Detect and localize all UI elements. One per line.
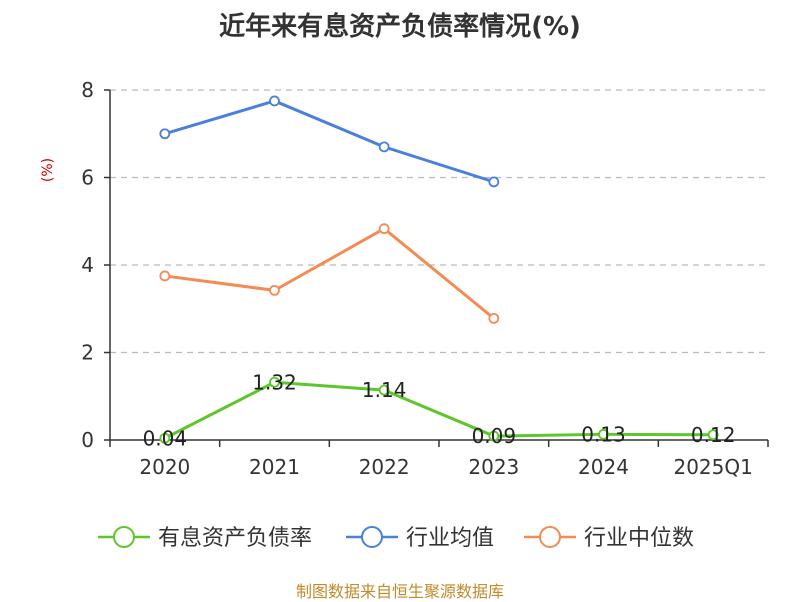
legend-label: 行业中位数 <box>584 526 694 551</box>
data-label: 0.09 <box>472 424 517 448</box>
axes: 0 2 4 6 8 2020 2021 2022 2023 2024 2025Q1 (%) <box>40 78 769 479</box>
y-axis-label: (%) <box>40 158 56 182</box>
data-point <box>488 312 500 324</box>
series-line <box>164 99 495 184</box>
data-label: 0.13 <box>581 422 626 446</box>
grid-lines <box>110 89 768 354</box>
series-lines <box>159 95 719 444</box>
y-tick-label: 4 <box>81 253 94 277</box>
data-point <box>269 376 280 388</box>
series-line <box>164 380 714 440</box>
x-tick-label: 2024 <box>578 455 629 479</box>
source-note: 制图数据来自恒生聚源数据库 <box>295 582 504 601</box>
legend: 有息资产负债率 行业均值 行业中位数 <box>98 526 694 551</box>
data-point <box>159 432 171 444</box>
series-line <box>164 227 495 320</box>
x-tick-label: 2025Q1 <box>673 455 752 479</box>
legend-marker <box>361 526 383 548</box>
data-label: 1.14 <box>362 378 407 402</box>
data-point <box>598 428 609 440</box>
data-label: 1.32 <box>252 370 297 394</box>
chart-title: 近年来有息资产负债率情况(%) <box>219 12 581 42</box>
data-point <box>159 270 171 282</box>
data-label: 0.12 <box>691 423 736 447</box>
x-tick-label: 2020 <box>139 455 190 479</box>
data-point <box>159 128 171 140</box>
data-point <box>269 284 280 296</box>
x-tick-label: 2023 <box>468 455 519 479</box>
legend-label: 有息资产负债率 <box>158 526 312 551</box>
y-tick-label: 0 <box>81 428 94 452</box>
x-tick-label: 2021 <box>249 455 300 479</box>
y-tick-label: 2 <box>81 341 94 365</box>
data-labels: 0.04 1.32 1.14 0.09 0.13 0.12 <box>143 370 736 450</box>
data-point <box>378 223 390 235</box>
y-tick-label: 6 <box>81 166 94 190</box>
legend-marker <box>539 526 561 548</box>
data-point <box>269 95 280 107</box>
data-point <box>488 176 500 188</box>
data-point <box>378 384 390 396</box>
legend-marker <box>113 526 135 548</box>
legend-label: 行业均值 <box>406 526 494 551</box>
data-point <box>378 141 390 153</box>
data-label: 0.04 <box>143 426 188 450</box>
y-tick-label: 8 <box>81 78 94 102</box>
data-point <box>488 430 500 442</box>
x-tick-label: 2022 <box>359 455 410 479</box>
data-point <box>707 429 719 441</box>
